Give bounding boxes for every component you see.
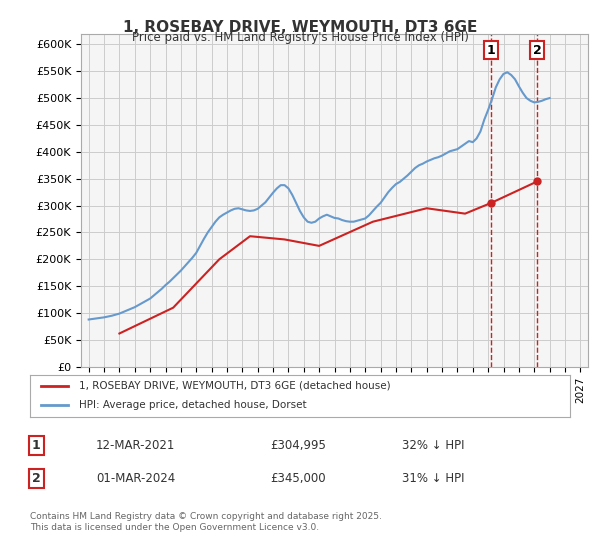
Text: Contains HM Land Registry data © Crown copyright and database right 2025.
This d: Contains HM Land Registry data © Crown c… xyxy=(30,512,382,532)
Text: 01-MAR-2024: 01-MAR-2024 xyxy=(96,472,175,486)
Text: 12-MAR-2021: 12-MAR-2021 xyxy=(96,438,175,452)
Text: 1, ROSEBAY DRIVE, WEYMOUTH, DT3 6GE (detached house): 1, ROSEBAY DRIVE, WEYMOUTH, DT3 6GE (det… xyxy=(79,381,390,391)
Text: £345,000: £345,000 xyxy=(270,472,326,486)
Text: 2: 2 xyxy=(533,44,542,57)
Text: 2: 2 xyxy=(32,472,40,486)
Text: £304,995: £304,995 xyxy=(270,438,326,452)
Text: 1, ROSEBAY DRIVE, WEYMOUTH, DT3 6GE: 1, ROSEBAY DRIVE, WEYMOUTH, DT3 6GE xyxy=(123,20,477,35)
Text: 1: 1 xyxy=(32,438,40,452)
Text: 32% ↓ HPI: 32% ↓ HPI xyxy=(402,438,464,452)
Text: HPI: Average price, detached house, Dorset: HPI: Average price, detached house, Dors… xyxy=(79,400,306,410)
Text: 31% ↓ HPI: 31% ↓ HPI xyxy=(402,472,464,486)
Text: 1: 1 xyxy=(487,44,496,57)
Text: Price paid vs. HM Land Registry's House Price Index (HPI): Price paid vs. HM Land Registry's House … xyxy=(131,31,469,44)
